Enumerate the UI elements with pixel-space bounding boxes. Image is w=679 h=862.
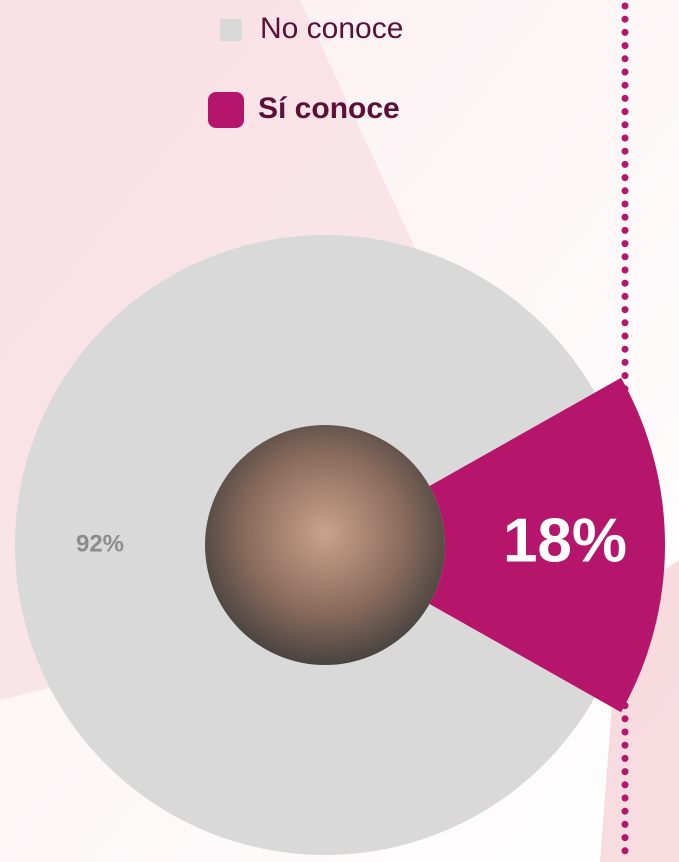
photo [205, 425, 445, 665]
data-label: 18% [503, 506, 627, 575]
legend-label: Sí conoce [258, 92, 400, 125]
legend-swatch [208, 92, 244, 128]
legend: No conoce Sí conoce [208, 12, 403, 128]
legend-swatch [220, 19, 242, 41]
pie-slice [429, 377, 665, 713]
data-label: 92% [76, 530, 124, 557]
legend-label: No conoce [260, 12, 403, 45]
